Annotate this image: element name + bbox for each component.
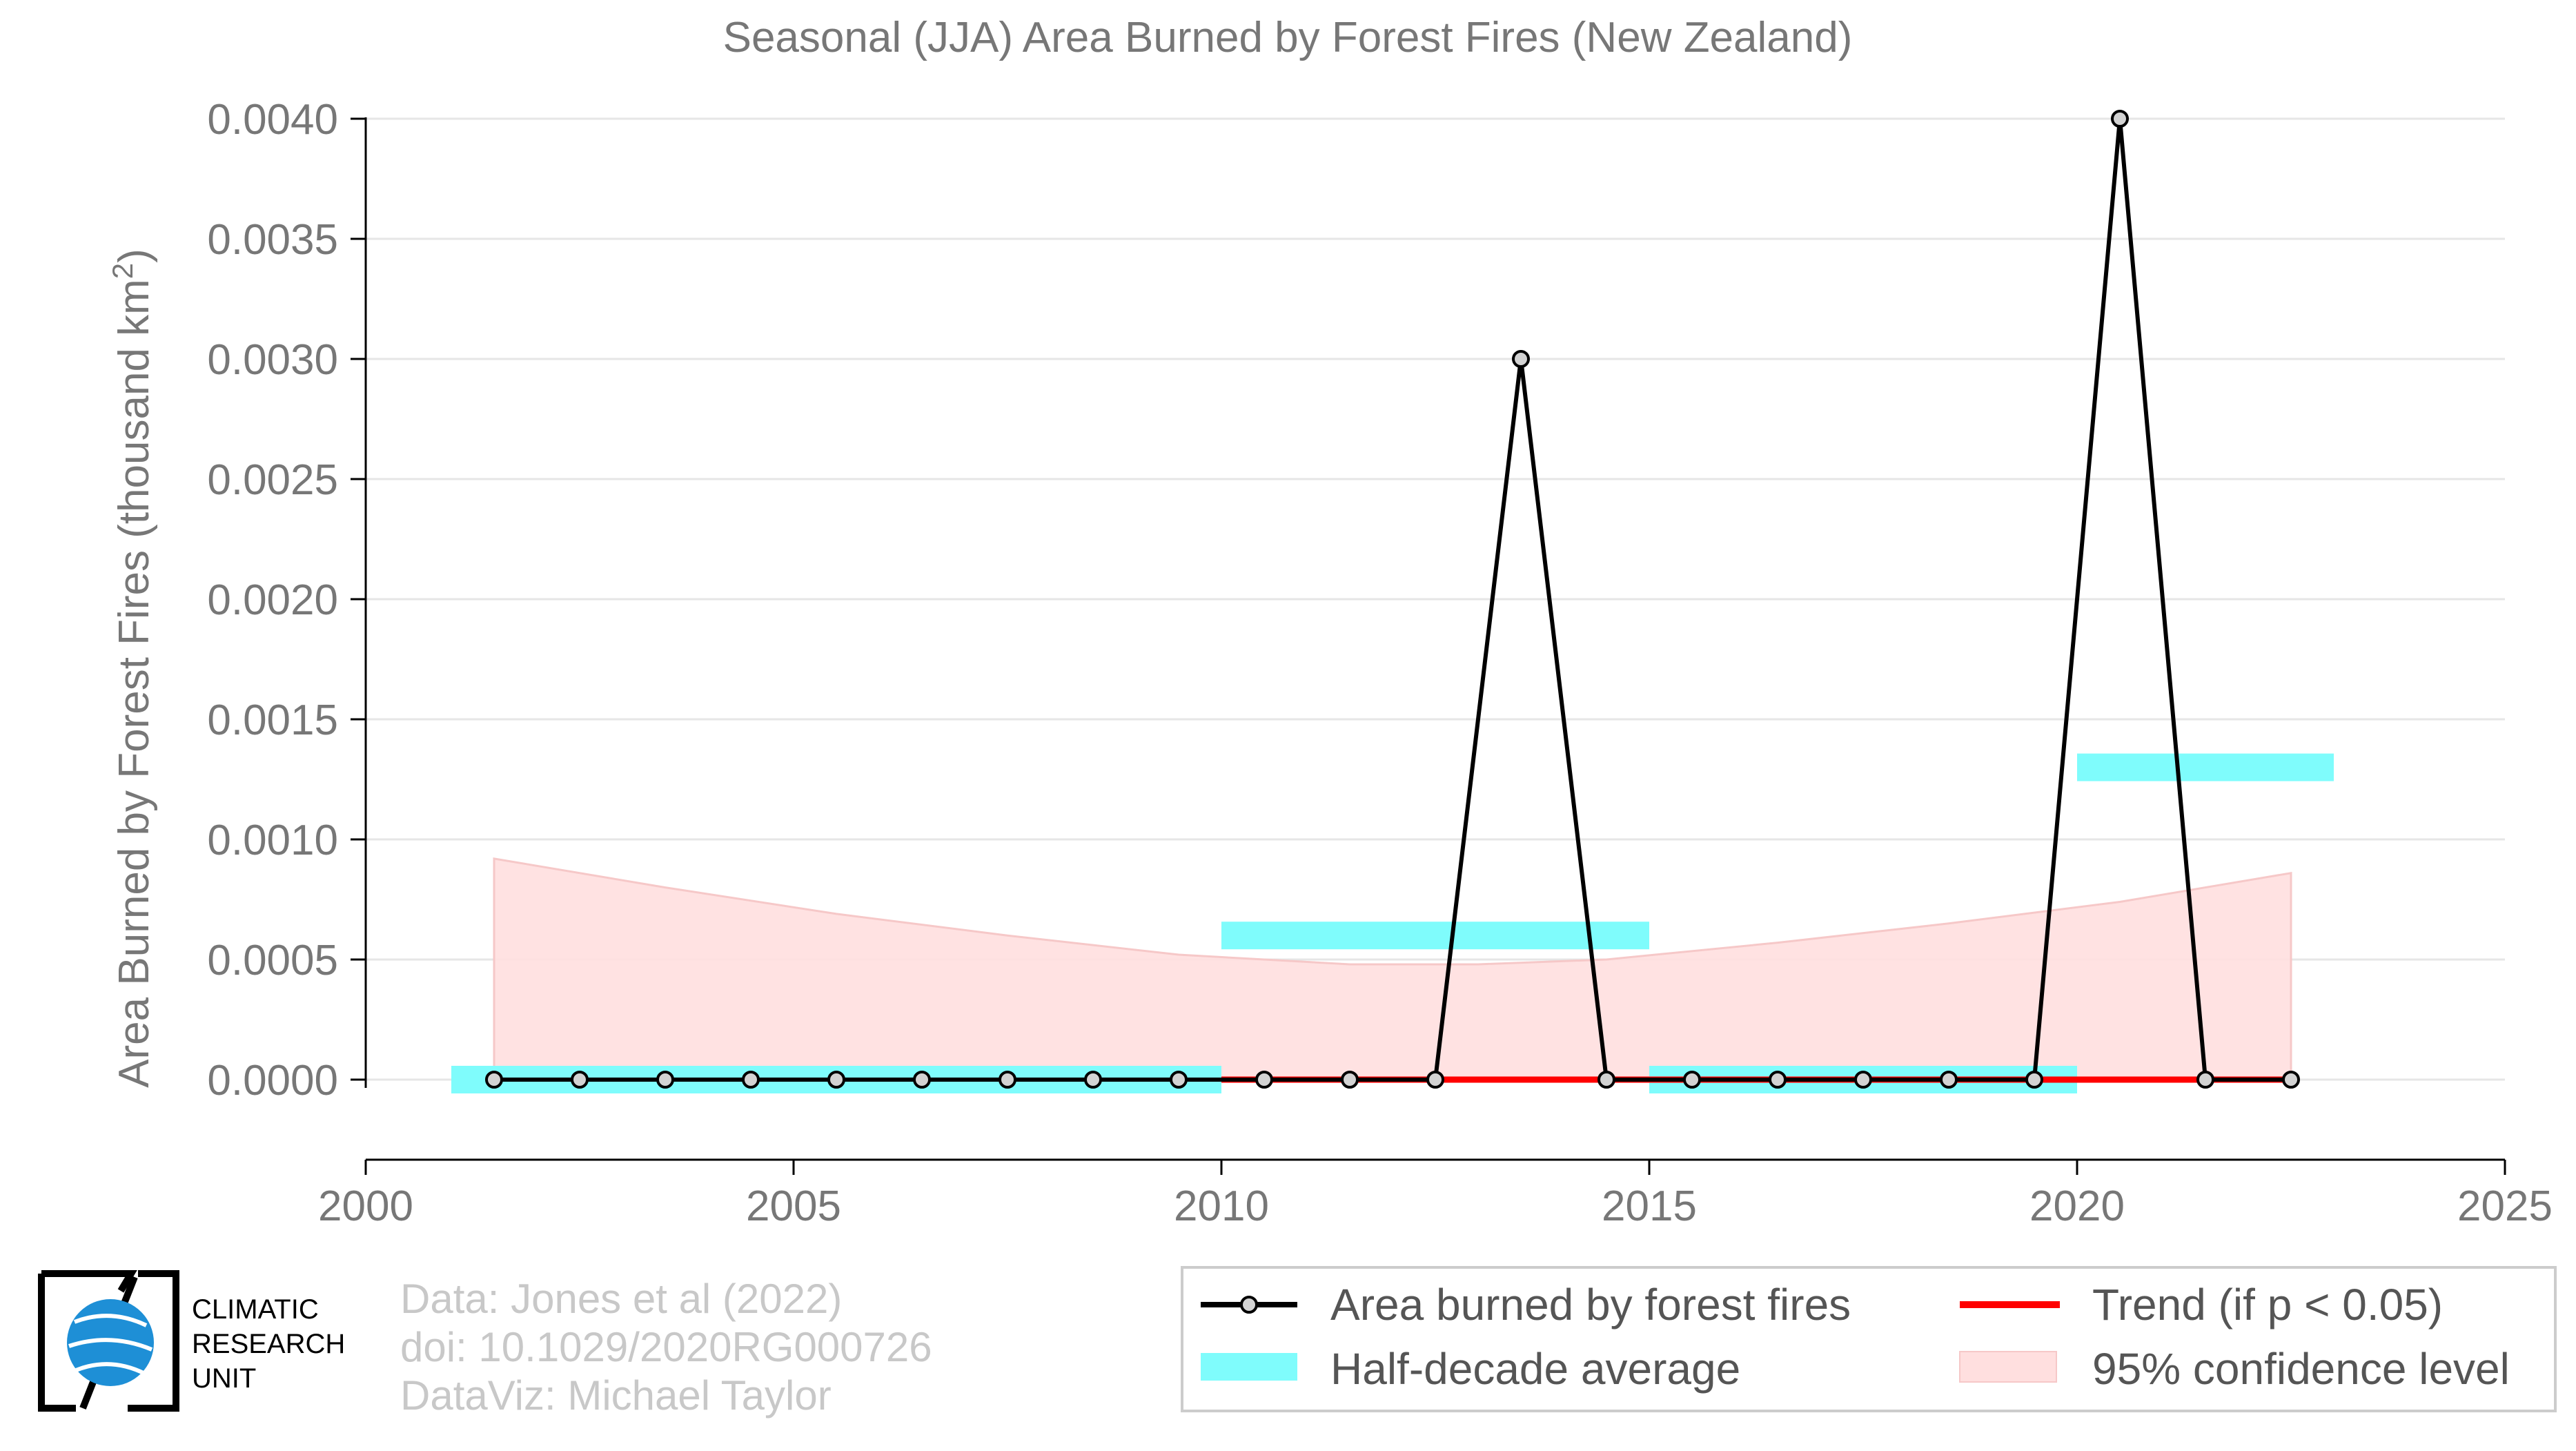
credit-data: Data: Jones et al (2022) xyxy=(400,1276,842,1322)
y-axis-label-end: ) xyxy=(110,249,158,263)
data-point xyxy=(485,1071,503,1089)
data-point xyxy=(1683,1071,1701,1089)
x-tick-label: 2010 xyxy=(1174,1182,1269,1230)
y-tick-label: 0.0020 xyxy=(207,576,338,624)
tick-labels: 0.0000 0.0005 0.0010 0.0015 0.0020 0.0025 0.00… xyxy=(207,96,2553,1230)
logo-line-2: RESEARCH xyxy=(192,1329,345,1359)
y-tick-label: 0.0025 xyxy=(207,456,338,504)
cru-logo-mark xyxy=(38,1270,179,1412)
y-tick-label: 0.0035 xyxy=(207,216,338,264)
data-credits: Data: Jones et al (2022) doi: 10.1029/20… xyxy=(400,1276,932,1419)
credit-dataviz: DataViz: Michael Taylor xyxy=(400,1372,832,1419)
data-point xyxy=(1940,1071,1958,1089)
legend-label-trend: Trend (if p < 0.05) xyxy=(2092,1280,2443,1330)
data-point xyxy=(2025,1071,2043,1089)
data-point xyxy=(1084,1071,1102,1089)
y-tick-label: 0.0015 xyxy=(207,697,338,744)
chart-title: Seasonal (JJA) Area Burned by Forest Fir… xyxy=(723,14,1853,61)
axes xyxy=(351,117,2506,1175)
data-point xyxy=(1597,1071,1615,1089)
y-axis-label: Area Burned by Forest Fires (thousand km… xyxy=(106,249,159,1088)
y-tick-label: 0.0005 xyxy=(207,937,338,984)
plot-area: 0.0000 0.0005 0.0010 0.0015 0.0020 0.0025 0.00… xyxy=(207,96,2553,1230)
logo-line-3: UNIT xyxy=(192,1363,256,1394)
data-point xyxy=(1769,1071,1787,1089)
legend-label-half-decade: Half-decade average xyxy=(1330,1344,1740,1394)
x-tick-label: 2025 xyxy=(2457,1182,2553,1230)
data-point xyxy=(742,1071,760,1089)
area-burned-series xyxy=(485,110,2300,1089)
credit-doi: doi: 10.1029/2020RG000726 xyxy=(400,1324,932,1370)
data-point xyxy=(1854,1071,1872,1089)
legend-label-area-burned: Area burned by forest fires xyxy=(1330,1280,1851,1330)
x-tick-label: 2020 xyxy=(2029,1182,2125,1230)
data-point xyxy=(2111,110,2129,128)
data-point xyxy=(1170,1071,1188,1089)
y-tick-label: 0.0000 xyxy=(207,1057,338,1104)
data-point xyxy=(656,1071,674,1089)
y-tick-label: 0.0030 xyxy=(207,336,338,384)
half-decade-bar xyxy=(2077,753,2334,781)
data-point xyxy=(2196,1071,2214,1089)
legend-item-trend: Trend (if p < 0.05) xyxy=(1960,1280,2443,1330)
logo-line-1: CLIMATIC xyxy=(192,1294,319,1325)
confidence-band xyxy=(493,857,2292,1081)
data-point xyxy=(1341,1071,1359,1089)
data-point xyxy=(1255,1071,1273,1089)
data-point xyxy=(827,1071,845,1089)
data-point xyxy=(999,1071,1016,1089)
data-point xyxy=(913,1071,931,1089)
x-tick-label: 2015 xyxy=(1602,1182,1697,1230)
legend-label-confidence: 95% confidence level xyxy=(2092,1344,2510,1394)
y-tick-label: 0.0040 xyxy=(207,96,338,144)
y-tick-label: 0.0010 xyxy=(207,817,338,864)
y-axis-label-main: Area Burned by Forest Fires (thousand km xyxy=(110,279,158,1088)
legend-item-confidence: 95% confidence level xyxy=(1959,1344,2510,1394)
legend-item-half-decade: Half-decade average xyxy=(1201,1344,1740,1394)
data-point xyxy=(1512,350,1530,368)
cru-logo: CLIMATIC RESEARCH UNIT xyxy=(38,1270,345,1412)
legend-marker-icon xyxy=(1240,1296,1258,1314)
series-line xyxy=(494,117,2291,1082)
y-axis-label-superscript: 2 xyxy=(106,263,139,279)
legend-frame xyxy=(1181,1266,2557,1412)
data-point xyxy=(571,1071,589,1089)
legend: Area burned by forest fires Trend (if p … xyxy=(1181,1266,2557,1412)
data-point xyxy=(2282,1071,2300,1089)
x-tick-label: 2000 xyxy=(318,1182,413,1230)
confidence-band-area xyxy=(493,857,2292,1081)
half-decade-bar xyxy=(1221,922,1649,950)
x-tick-label: 2005 xyxy=(746,1182,841,1230)
legend-item-area-burned: Area burned by forest fires xyxy=(1201,1280,1851,1330)
data-point xyxy=(1426,1071,1444,1089)
